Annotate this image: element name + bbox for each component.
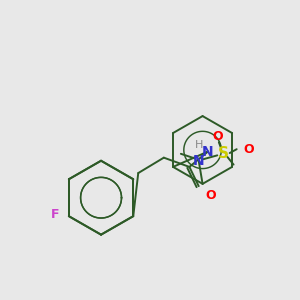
Text: S: S [218,146,229,160]
Text: H: H [194,140,203,150]
Text: N: N [202,145,214,158]
Text: O: O [205,189,215,202]
Text: O: O [244,143,254,156]
Text: O: O [212,130,223,142]
Text: F: F [51,208,59,221]
Text: N: N [193,154,205,168]
